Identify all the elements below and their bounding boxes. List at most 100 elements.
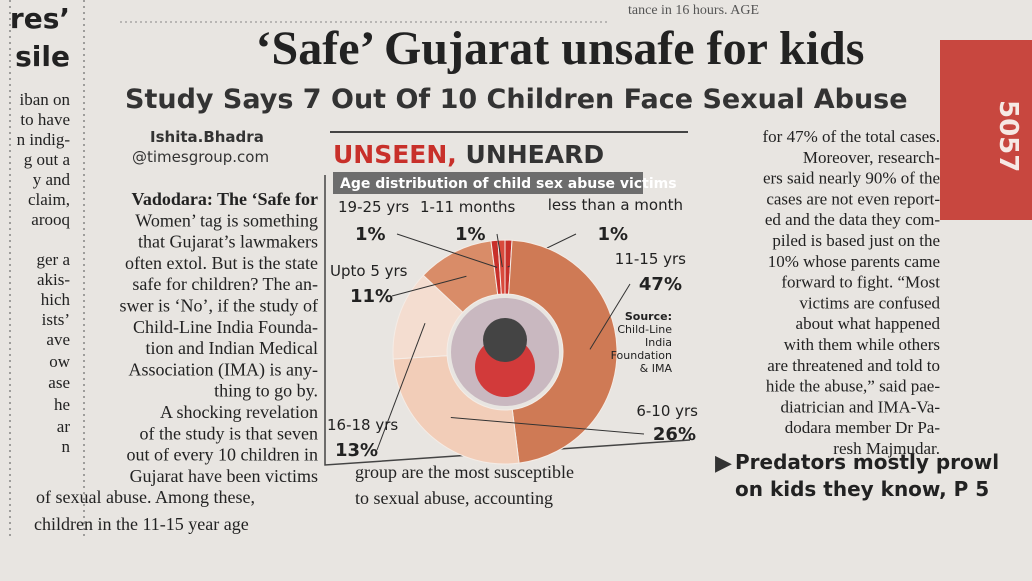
chart-source: Source: (625, 310, 672, 323)
category-label: 6-10 yrs (636, 402, 698, 420)
headline: ‘Safe’ Gujarat unsafe for kids (256, 22, 865, 75)
chart-frame (324, 175, 691, 466)
body-line: children in the 11-15 year age (34, 514, 249, 534)
leader-line (396, 233, 498, 268)
body-line: are threatened and told to (767, 356, 940, 375)
body-line: hide the abuse,” said pae- (766, 377, 941, 396)
pointer-text: on kids they know, P 5 (735, 477, 989, 501)
category-label: 1-11 months (420, 198, 515, 216)
fragment: ow (49, 352, 71, 371)
body-line: Moreover, research- (803, 148, 940, 167)
body-line: 10% whose parents came (768, 252, 940, 271)
chart-source: Foundation (611, 349, 672, 362)
value-label: 1% (597, 224, 628, 245)
fragment: res’ (10, 2, 70, 35)
chart-source: Child-Line (617, 323, 672, 336)
donut-slice (392, 355, 520, 465)
body-line: for 47% of the total cases. (763, 127, 941, 146)
chart-title: UNSEEN, UNHEARD (333, 140, 604, 169)
fragment: arooq (31, 210, 70, 229)
body-line: swer is ‘No’, if the study of (120, 296, 318, 316)
chart-title-highlight: UNSEEN, (333, 140, 457, 169)
pointer-arrow: ▶ (715, 451, 732, 476)
fragment: ists’ (42, 310, 70, 329)
donut-slice (508, 239, 618, 464)
byline: @timesgroup.com (132, 148, 269, 166)
body-line: that Gujarat’s lawmakers (138, 232, 318, 252)
body-line: often extol. But is the state (125, 253, 318, 273)
value-label: 26% (653, 424, 696, 445)
pointer-text: Predators mostly prowl (735, 450, 999, 474)
category-label: 11-15 yrs (615, 250, 686, 268)
body-line: piled is based just on the (772, 231, 940, 250)
leader-line (496, 233, 503, 268)
body-line: Women’ tag is something (135, 210, 318, 230)
side-ad (940, 40, 1032, 220)
fragment: hich (41, 290, 71, 309)
fragment: ave (46, 330, 70, 349)
chart-source: India (645, 336, 672, 349)
body-line: diatrician and IMA-Va- (780, 397, 940, 416)
center-head (483, 318, 527, 362)
body-line: Child-Line India Founda- (133, 317, 318, 337)
top-snippet: tance in 16 hours. AGE (628, 3, 759, 18)
body-line: Vadodara: The ‘Safe for (131, 189, 318, 209)
value-label: 1% (355, 224, 386, 245)
category-label: 16-18 yrs (327, 416, 398, 434)
body-line: about what happened (796, 314, 941, 333)
chart-title-rest: UNHEARD (466, 140, 605, 169)
body-line: dodara member Dr Pa- (785, 418, 941, 437)
fragment: akis- (37, 270, 70, 289)
body-line: thing to go by. (214, 381, 318, 401)
body-line: cases are not even report- (766, 189, 940, 208)
value-label: 1% (455, 224, 486, 245)
fragment: g out a (24, 150, 71, 169)
body-line: A shocking revelation (160, 402, 318, 422)
body-line: out of every 10 children in (127, 445, 318, 465)
fragment: to have (20, 110, 70, 129)
fragment: iban on (19, 90, 70, 109)
body-line: forward to fight. “Most (781, 273, 940, 292)
leader-line (589, 283, 631, 350)
body-line: group are the most susceptible (355, 462, 574, 482)
body-line: Gujarat have been victims (130, 466, 318, 486)
leader-line (391, 275, 467, 297)
body-line: of sexual abuse. Among these, (36, 487, 255, 507)
body-line: resh Majmudar. (833, 439, 940, 458)
fragment: n indig- (17, 130, 71, 149)
fragment: ger a (36, 250, 70, 269)
category-label: 19-25 yrs (338, 198, 409, 216)
body-line: Association (IMA) is any- (129, 359, 318, 380)
leader-line (376, 323, 426, 451)
leader-line (450, 416, 645, 435)
body-line: ers said nearly 90% of the (763, 169, 940, 188)
body-line: ed and the data they com- (765, 210, 940, 229)
fragment: claim, (28, 190, 70, 209)
chart-source: & IMA (640, 362, 673, 375)
body-line: tion and Indian Medical (146, 338, 318, 358)
value-label: 13% (335, 440, 378, 461)
body-line: of the study is that seven (140, 423, 318, 443)
chart-subtitle: Age distribution of child sex abuse vict… (340, 176, 677, 192)
fragment: ar (57, 417, 71, 436)
value-label: 47% (639, 274, 682, 295)
category-label: less than a month (548, 196, 683, 214)
body-line: safe for children? The an- (132, 274, 318, 294)
fragment: y and (33, 170, 71, 189)
value-label: 11% (350, 286, 393, 307)
byline: Ishita.Bhadra (150, 128, 264, 146)
subhead: Study Says 7 Out Of 10 Children Face Sex… (125, 84, 908, 115)
category-label: Upto 5 yrs (330, 262, 408, 280)
donut-chart: less than a month 1% 11-15 yrs 47% 6-10 yrs 2… (327, 196, 698, 465)
fragment: sile (15, 40, 70, 73)
side-strip: 5057 (993, 100, 1023, 172)
body-line: to sexual abuse, accounting (355, 488, 553, 508)
fragment: he (54, 395, 70, 414)
subtitle-band (333, 172, 643, 194)
fragment: ase (48, 373, 70, 392)
body-line: victims are confused (799, 293, 940, 312)
fragment: n (62, 437, 71, 456)
